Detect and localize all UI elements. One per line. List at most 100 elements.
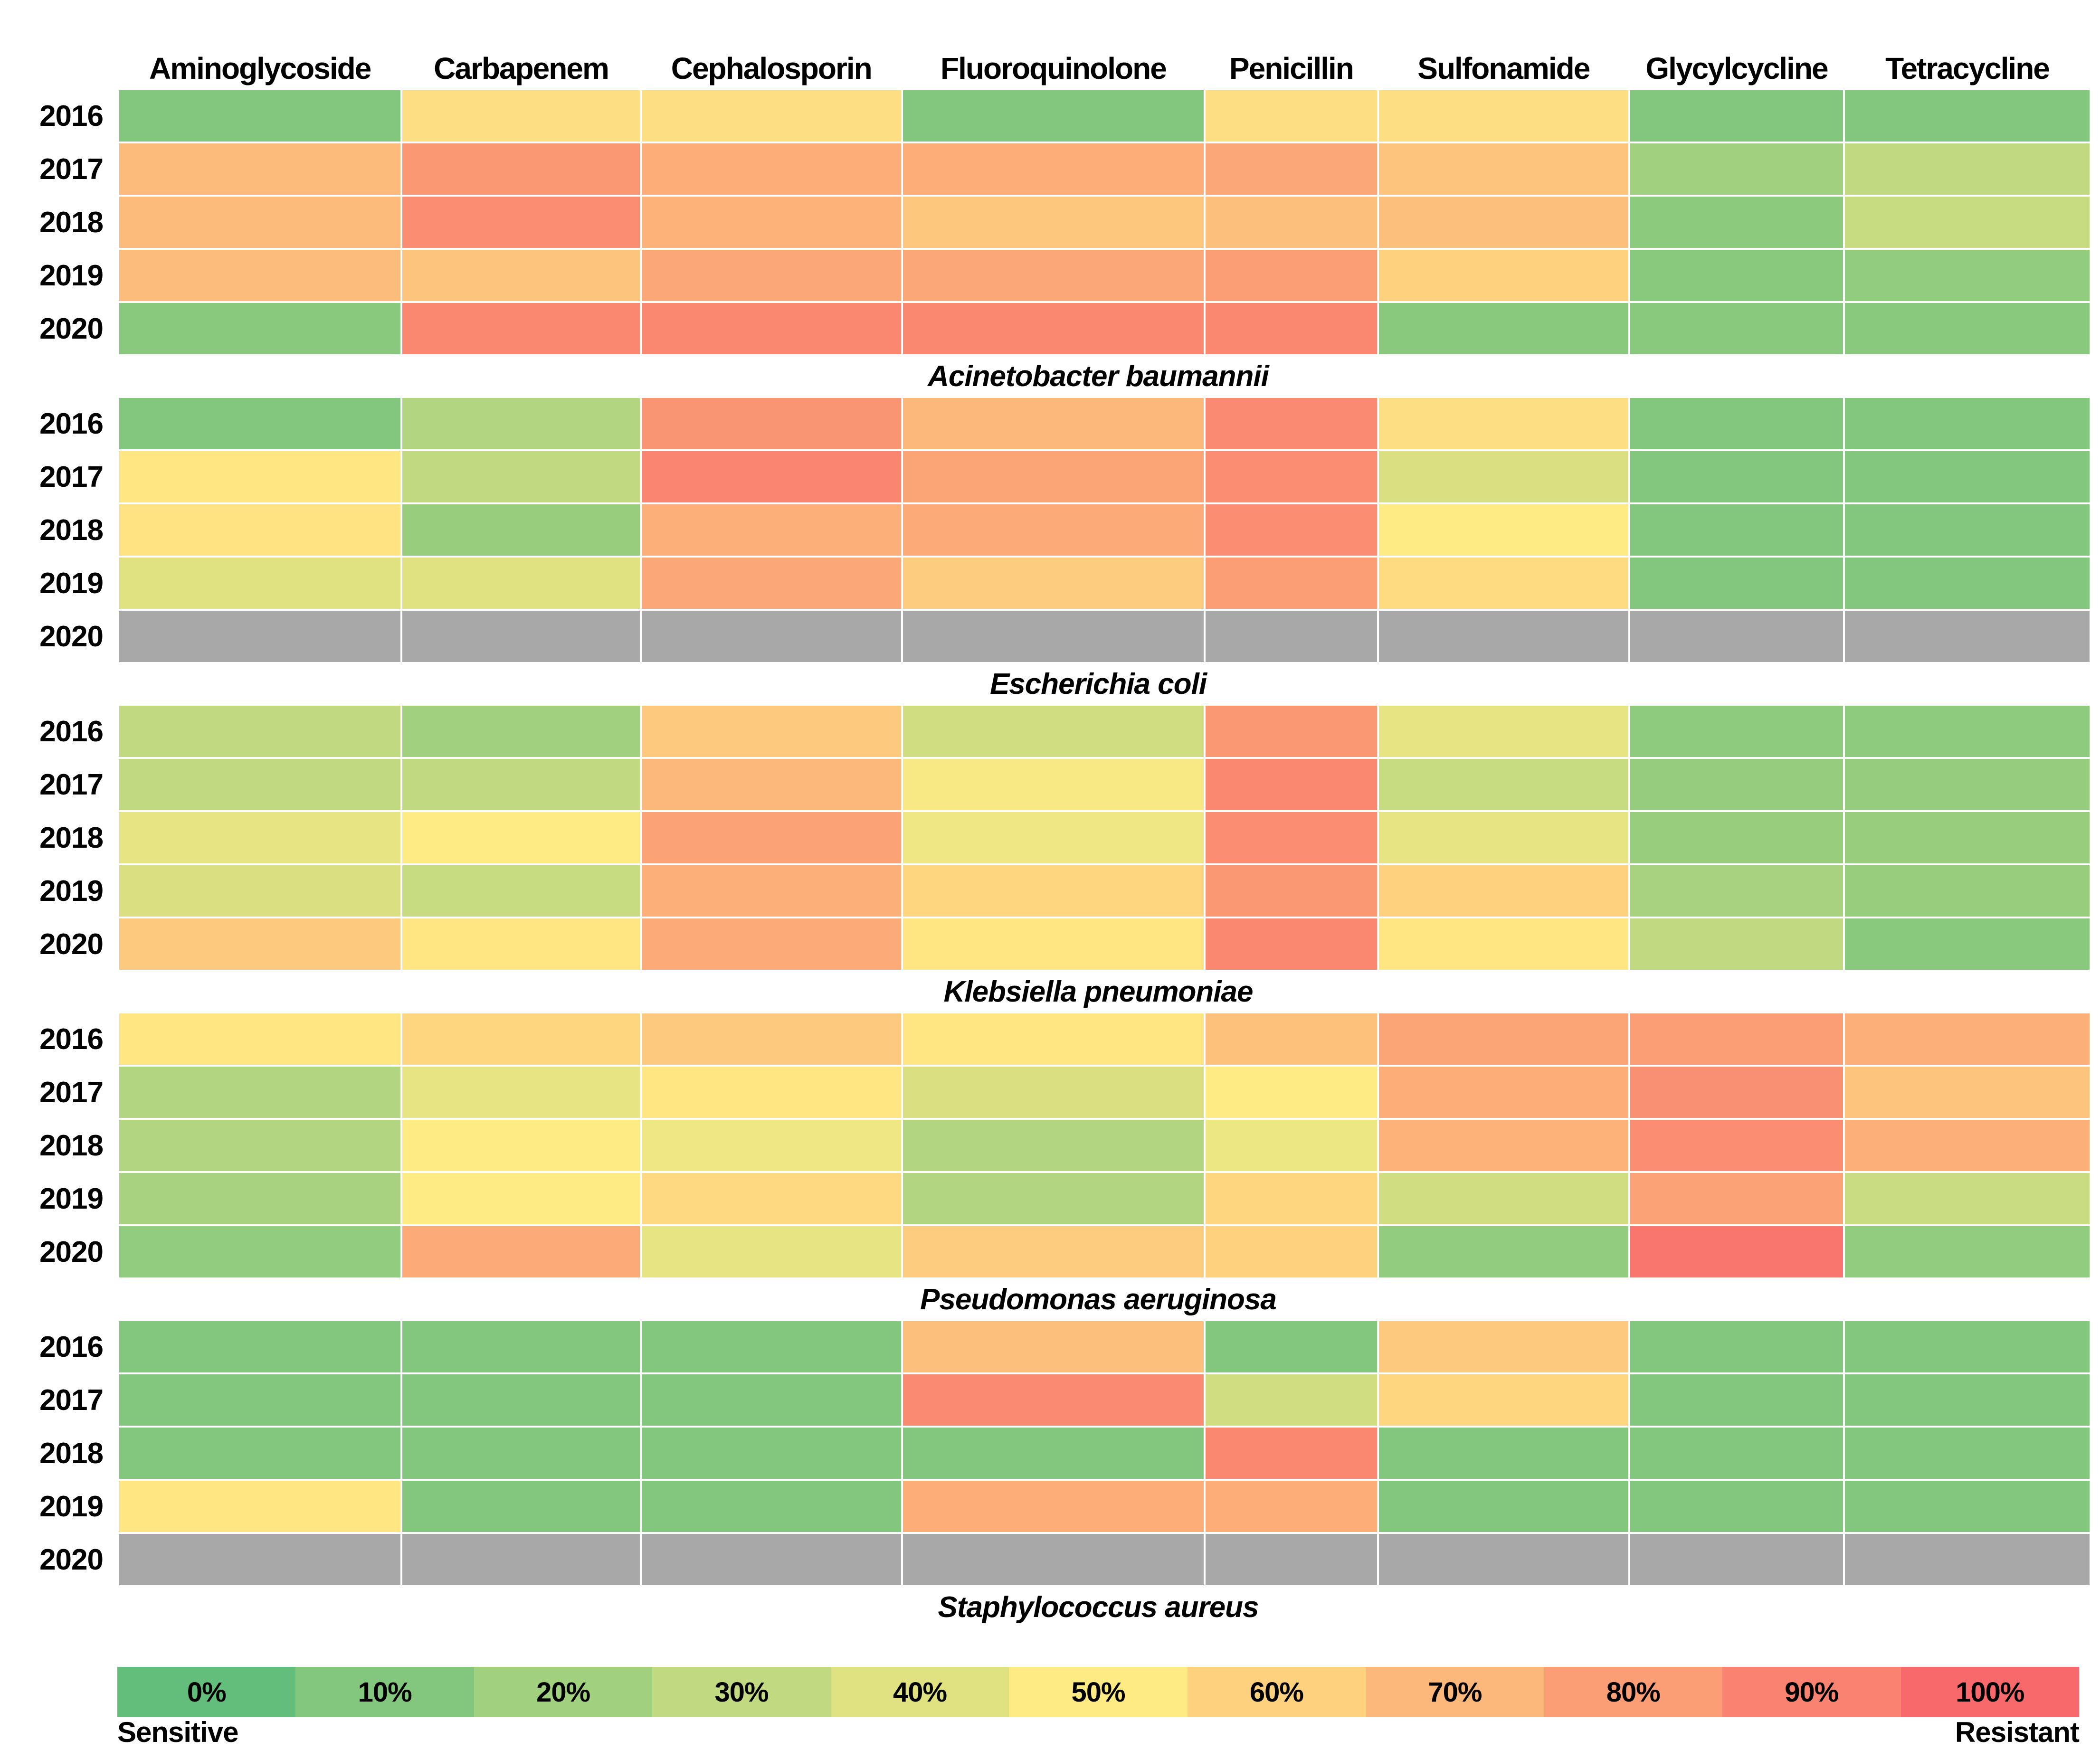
year-label: 2020 xyxy=(39,312,104,345)
heatmap-cell xyxy=(641,1428,901,1479)
heatmap-cell xyxy=(903,865,1204,917)
heatmap-cell xyxy=(903,1013,1204,1065)
heatmap-cell xyxy=(402,706,640,757)
heatmap-cell xyxy=(1630,1321,1843,1372)
heatmap-cell xyxy=(903,250,1204,301)
heatmap-cell xyxy=(1845,398,2090,449)
heatmap-cell xyxy=(119,451,401,502)
heatmap-cell xyxy=(903,197,1204,248)
column-header-penicillin: Penicillin xyxy=(1229,51,1354,85)
heatmap-cell xyxy=(903,611,1204,662)
heatmap-cell xyxy=(1206,759,1377,810)
heatmap-cell xyxy=(1378,706,1628,757)
heatmap-cell xyxy=(1845,1173,2090,1224)
heatmap-cell xyxy=(641,1067,901,1118)
heatmap-cell xyxy=(119,398,401,449)
heatmap-cell xyxy=(1845,451,2090,502)
legend-swatch-30pct: 30% xyxy=(652,1667,831,1717)
heatmap-cell xyxy=(1378,1374,1628,1426)
heatmap-cell xyxy=(1630,1481,1843,1532)
year-label: 2016 xyxy=(39,99,104,132)
heatmap-cell xyxy=(1206,1374,1377,1426)
heatmap-cell xyxy=(903,812,1204,863)
year-label: 2018 xyxy=(39,513,104,547)
heatmap-cell xyxy=(119,611,401,662)
year-label: 2017 xyxy=(39,768,104,801)
heatmap-cell xyxy=(641,1534,901,1585)
heatmap-cell xyxy=(1630,918,1843,970)
heatmap-cell xyxy=(1206,197,1377,248)
legend-swatch-0pct: 0% xyxy=(117,1667,296,1717)
organism-title: Klebsiella pneumoniae xyxy=(943,975,1254,1008)
heatmap-cell xyxy=(402,611,640,662)
heatmap-cell xyxy=(1845,1428,2090,1479)
heatmap-cell xyxy=(119,1481,401,1532)
heatmap-cell xyxy=(1378,1067,1628,1118)
heatmap-cell xyxy=(1845,1067,2090,1118)
heatmap-cell xyxy=(402,1173,640,1224)
heatmap-cell xyxy=(119,1067,401,1118)
heatmap-cell xyxy=(402,303,640,354)
heatmap-block-acinetobacter-baumannii: 2016 2017 2018 2019 2020 xyxy=(0,90,2090,354)
heatmap-cell xyxy=(402,1428,640,1479)
heatmap-cell xyxy=(402,197,640,248)
organism-title: Acinetobacter baumannii xyxy=(928,359,1269,393)
heatmap-cell xyxy=(1206,706,1377,757)
column-header-tetracycline: Tetracycline xyxy=(1885,51,2050,85)
heatmap-cell xyxy=(1630,558,1843,609)
heatmap-cell xyxy=(641,90,901,142)
heatmap-cell xyxy=(1378,1321,1628,1372)
year-label: 2018 xyxy=(39,206,104,239)
resistance-heatmap-chart: Aminoglycoside Carbapenem Cephalosporin Flu… xyxy=(0,19,2100,1748)
legend-swatch-100pct: 100% xyxy=(1900,1667,2079,1717)
heatmap-cell xyxy=(1845,918,2090,970)
legend-swatch-90pct: 90% xyxy=(1722,1667,1901,1717)
heatmap-cell xyxy=(1845,812,2090,863)
heatmap-cell xyxy=(641,1481,901,1532)
heatmap-cell xyxy=(1630,250,1843,301)
heatmap-cell xyxy=(1206,451,1377,502)
heatmap-cell xyxy=(1378,303,1628,354)
heatmap-block-escherichia-coli: 2016 2017 2018 2019 2020 xyxy=(0,398,2090,662)
heatmap-cell xyxy=(1206,611,1377,662)
heatmap-cell xyxy=(1378,1120,1628,1171)
heatmap-cell xyxy=(1206,1428,1377,1479)
heatmap-cell xyxy=(903,1120,1204,1171)
heatmap-cell xyxy=(641,611,901,662)
heatmap-cell xyxy=(903,398,1204,449)
heatmap-cell xyxy=(1845,706,2090,757)
heatmap-cell xyxy=(402,504,640,556)
heatmap-cell xyxy=(119,759,401,810)
heatmap-cell xyxy=(903,504,1204,556)
heatmap-cell xyxy=(641,504,901,556)
heatmap-cell xyxy=(903,558,1204,609)
heatmap-cell xyxy=(903,1173,1204,1224)
heatmap-cell xyxy=(119,197,401,248)
heatmap-cell xyxy=(903,1067,1204,1118)
heatmap-cell xyxy=(903,1428,1204,1479)
heatmap-cell xyxy=(119,918,401,970)
heatmap-block-staphylococcus-aureus: 2016 2017 2018 2019 2020 xyxy=(0,1321,2090,1585)
heatmap-cell xyxy=(402,1374,640,1426)
legend-swatch-60pct: 60% xyxy=(1187,1667,1366,1717)
heatmap-cell xyxy=(1378,1481,1628,1532)
heatmap-cell xyxy=(641,812,901,863)
heatmap-cell xyxy=(1630,1428,1843,1479)
heatmap-cell xyxy=(641,1226,901,1277)
heatmap-cell xyxy=(641,1321,901,1372)
heatmap-cell xyxy=(1378,1534,1628,1585)
heatmap-cell xyxy=(402,1534,640,1585)
heatmap-block-pseudomonas-aeruginosa: 2016 2017 2018 2019 2020 xyxy=(0,1013,2090,1277)
heatmap-cell xyxy=(1206,1534,1377,1585)
heatmap-cell xyxy=(1206,143,1377,195)
heatmap-cell xyxy=(402,759,640,810)
heatmap-cell xyxy=(402,1321,640,1372)
heatmap-cell xyxy=(903,90,1204,142)
heatmap-cell xyxy=(903,303,1204,354)
heatmap-cell xyxy=(1378,1226,1628,1277)
heatmap-cell xyxy=(1845,197,2090,248)
heatmap-cell xyxy=(1630,1013,1843,1065)
heatmap-cell xyxy=(1845,143,2090,195)
year-label: 2019 xyxy=(39,567,104,600)
organism-title: Pseudomonas aeruginosa xyxy=(920,1283,1277,1316)
